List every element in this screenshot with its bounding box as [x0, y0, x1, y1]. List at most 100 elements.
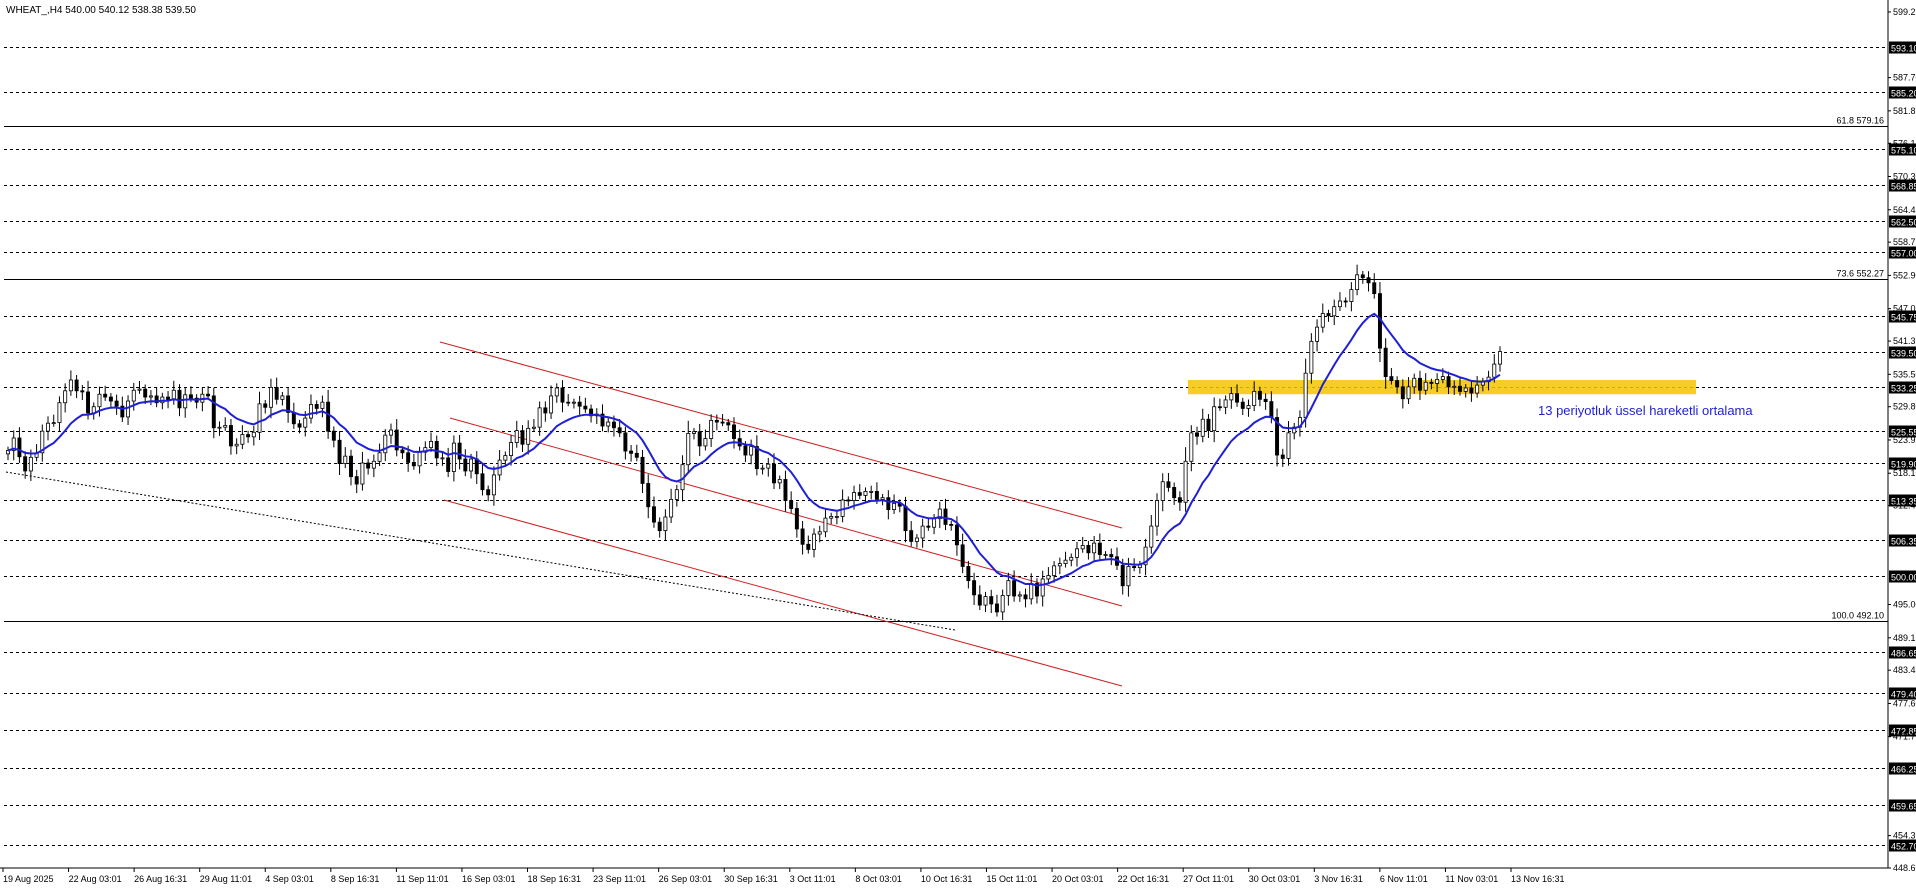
channel-upper-line	[439, 341, 1123, 529]
candle-body	[869, 491, 874, 493]
candle-body	[526, 427, 531, 445]
candle-body	[794, 508, 799, 530]
candle-body	[994, 603, 999, 613]
symbol-info: WHEAT_,H4 540.00 540.12 538.38 539.50	[6, 5, 196, 16]
candle-body	[663, 516, 668, 532]
price-tick-label: 547.05	[1893, 304, 1916, 314]
candle-body	[1429, 381, 1434, 384]
candle-body	[834, 516, 839, 518]
candle-body	[629, 450, 634, 454]
candle-body	[1183, 460, 1188, 503]
candle-body	[880, 497, 885, 500]
candle-body	[943, 508, 948, 525]
candle-body	[606, 421, 611, 427]
candle-body	[714, 419, 719, 423]
time-tick-label: 27 Oct 11:01	[1183, 874, 1234, 884]
trend-dotted-line	[5, 471, 956, 631]
candle-body	[503, 455, 508, 461]
candle-body	[1303, 372, 1308, 418]
candle-body	[920, 525, 925, 539]
candle-body	[1406, 386, 1411, 400]
level-label-box	[1889, 425, 1916, 438]
price-tick-label: 581.85	[1893, 106, 1916, 116]
candle-body	[686, 433, 691, 466]
candle-body	[103, 393, 108, 398]
time-tick-label: 6 Nov 11:01	[1380, 874, 1428, 884]
candle-body	[926, 525, 931, 528]
candle-body	[1498, 351, 1502, 365]
candle-body	[846, 499, 851, 502]
candle-body	[286, 395, 291, 413]
candle-body	[1315, 326, 1320, 342]
candle-body	[40, 430, 45, 454]
candle-body	[954, 524, 959, 546]
candle-body	[732, 424, 736, 439]
candle-body	[1057, 563, 1062, 567]
price-tick-label: 483.45	[1893, 665, 1916, 675]
candle-body	[429, 440, 433, 449]
candle-body	[1469, 387, 1474, 394]
candle-body	[812, 533, 816, 550]
candle-body	[726, 422, 731, 426]
candle-body	[297, 423, 302, 428]
candle-body	[1206, 418, 1211, 431]
candle-body	[177, 389, 182, 409]
candle-body	[543, 407, 548, 414]
candle-body	[657, 521, 662, 532]
level-label-box	[1889, 839, 1916, 852]
candle-body	[1343, 300, 1348, 303]
candle-body	[349, 455, 353, 478]
candle-body	[1217, 406, 1222, 409]
candle-body	[600, 413, 605, 427]
candle-body	[1097, 542, 1102, 555]
candle-body	[549, 395, 554, 414]
fibo-label: 61.8 579.16	[1836, 116, 1884, 126]
candle-body	[514, 430, 519, 443]
candle-body	[1075, 548, 1079, 558]
price-tick-label: 489.15	[1893, 633, 1916, 643]
candle-body	[371, 460, 376, 469]
candle-body	[57, 402, 62, 424]
candle-body	[337, 439, 342, 464]
candle-body	[1412, 377, 1417, 388]
candle-body	[1017, 594, 1022, 597]
time-tick-label: 20 Oct 03:01	[1052, 874, 1104, 884]
candle-body	[1349, 289, 1354, 302]
ema-layer	[7, 312, 1501, 587]
level-label: 452.70	[1891, 842, 1916, 852]
candle-body	[623, 432, 628, 452]
time-tick-label: 30 Sep 16:31	[724, 874, 778, 884]
candle-body	[446, 457, 451, 472]
candle-body	[463, 458, 468, 472]
level-label: 585.20	[1891, 89, 1916, 99]
candle-body	[389, 429, 393, 436]
level-label-box	[1889, 494, 1916, 507]
candle-body	[703, 438, 708, 447]
price-tick-label: 558.75	[1893, 237, 1916, 247]
candle-body	[537, 407, 542, 428]
candle-body	[1160, 481, 1165, 501]
level-label: 472.85	[1891, 727, 1916, 737]
candle-body	[1143, 546, 1148, 566]
candle-body	[1446, 376, 1451, 388]
candle-body	[1492, 363, 1497, 378]
time-tick-label: 18 Sep 16:31	[528, 874, 582, 884]
support-zone-layer	[1188, 380, 1696, 395]
candle-body	[268, 386, 273, 408]
candle-body	[766, 463, 771, 469]
candle-body	[360, 462, 365, 485]
candle-body	[674, 489, 679, 500]
candle-body	[743, 445, 748, 456]
level-label-box	[1889, 381, 1916, 394]
channel-middle-line	[449, 417, 1123, 607]
price-tick-label: 576.15	[1893, 138, 1916, 148]
candle-body	[457, 442, 462, 460]
ema-annotation: 13 periyotluk üssel hareketli ortalama	[1538, 403, 1753, 418]
candle-body	[1252, 390, 1257, 406]
candle-body	[406, 452, 411, 463]
candle-body	[823, 517, 828, 533]
candle-body	[611, 421, 616, 429]
time-tick-label: 3 Nov 16:31	[1314, 874, 1363, 884]
